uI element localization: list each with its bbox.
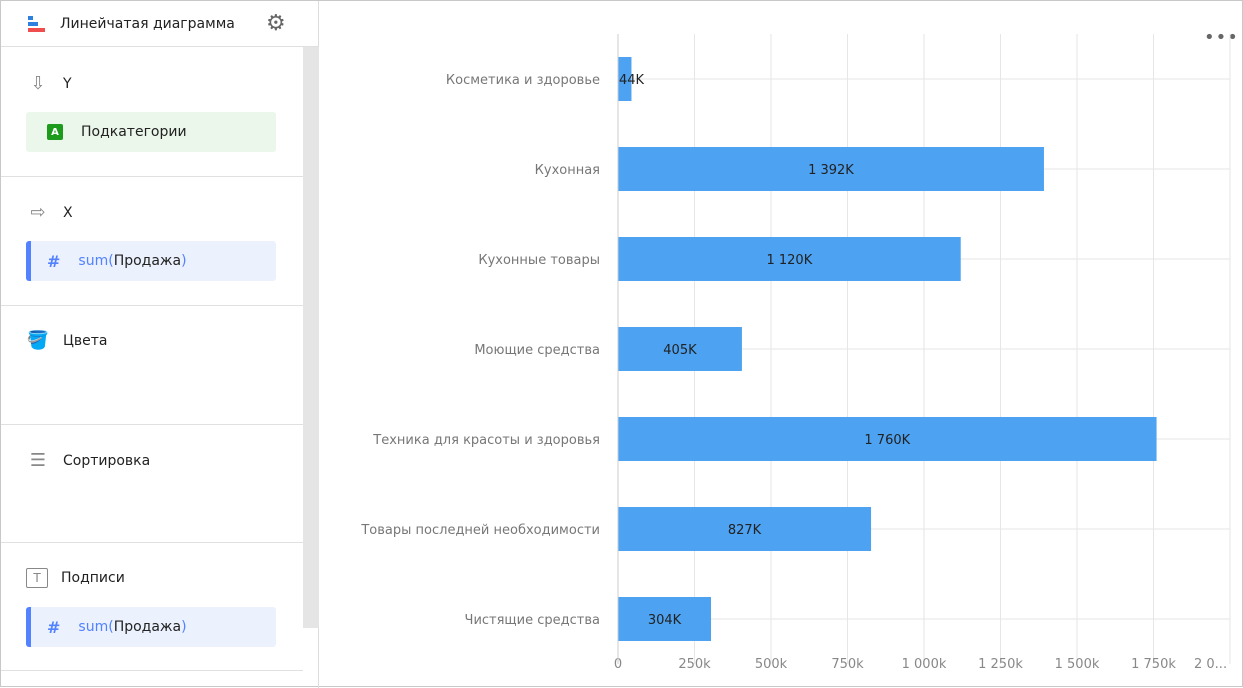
more-options-icon[interactable]: ••• (1204, 27, 1239, 48)
x-tick-label: 1 000k (902, 657, 947, 672)
x-tick-label: 1 500k (1055, 657, 1100, 672)
field-pill[interactable]: A Подкатегории (26, 112, 276, 152)
x-tick-label: 500k (755, 657, 788, 672)
y-tick-label: Чистящие средства (465, 613, 600, 628)
data-label: 827K (728, 523, 762, 538)
bar (618, 327, 742, 371)
data-label: 44K (619, 73, 645, 88)
data-label: 405K (663, 343, 697, 358)
x-tick-label: 0 (614, 657, 622, 672)
bar (618, 417, 1157, 461)
field-name: Продажа (113, 253, 182, 269)
field-name: Подкатегории (81, 124, 187, 140)
section-sort: ☰ Сортировка (1, 425, 303, 543)
string-type-icon: A (47, 124, 63, 140)
field-function: sum (78, 253, 109, 269)
data-label: 304K (648, 613, 682, 628)
bar (618, 147, 1044, 191)
section-y: ⇩ Y A Подкатегории (1, 47, 303, 177)
chart-type-title[interactable]: Линейчатая диаграмма (60, 15, 235, 32)
text-icon: T (26, 568, 48, 588)
bar-chart-icon (28, 15, 45, 32)
section-colors: 🪣 Цвета (1, 306, 303, 425)
y-tick-label: Кухонные товары (478, 253, 600, 268)
number-type-icon: # (47, 251, 61, 271)
y-tick-label: Моющие средства (474, 343, 600, 358)
y-tick-label: Кухонная (535, 163, 600, 178)
gear-icon[interactable]: ⚙ (266, 11, 286, 36)
section-label: Сортировка (63, 452, 151, 469)
paint-bucket-icon: 🪣 (26, 330, 50, 351)
number-type-icon: # (47, 617, 61, 637)
y-tick-label: Товары последней необходимости (360, 523, 600, 538)
y-tick-label: Техника для красоты и здоровья (372, 433, 600, 448)
data-label: 1 760K (864, 433, 910, 448)
x-tick-label: 1 250k (978, 657, 1023, 672)
bar (618, 507, 872, 551)
section-label: Цвета (63, 332, 108, 349)
bar (618, 57, 632, 101)
arrow-down-icon: ⇩ (30, 73, 46, 94)
data-label: 1 120K (766, 253, 812, 268)
x-tick-label: 1 750k (1131, 657, 1176, 672)
y-tick-label: Косметика и здоровье (446, 73, 600, 88)
bar (618, 237, 961, 281)
section-label: Y (63, 75, 72, 92)
bar (618, 597, 712, 641)
field-name: Продажа (113, 619, 182, 635)
arrow-right-icon: ⇨ (30, 202, 46, 223)
data-label: 1 392K (808, 163, 854, 178)
x-tick-label: 2 0... (1194, 657, 1227, 672)
sidebar-header: Линейчатая диаграмма ⚙ (1, 1, 318, 47)
section-label: X (63, 204, 73, 221)
section-x: ⇨ X # sum(Продажа) (1, 177, 303, 306)
section-label: Подписи (61, 570, 125, 586)
sidebar: Линейчатая диаграмма ⚙ ⇩ Y A Подкатегории … (1, 1, 319, 688)
x-tick-label: 250k (678, 657, 711, 672)
field-function: sum (78, 619, 109, 635)
sidebar-scrollbar[interactable] (303, 47, 319, 628)
sort-icon: ☰ (29, 450, 47, 471)
section-labels: T Подписи # sum(Продажа) (1, 543, 303, 671)
field-pill[interactable]: # sum(Продажа) (26, 607, 276, 647)
field-pill[interactable]: # sum(Продажа) (26, 241, 276, 281)
x-tick-label: 750k (831, 657, 864, 672)
